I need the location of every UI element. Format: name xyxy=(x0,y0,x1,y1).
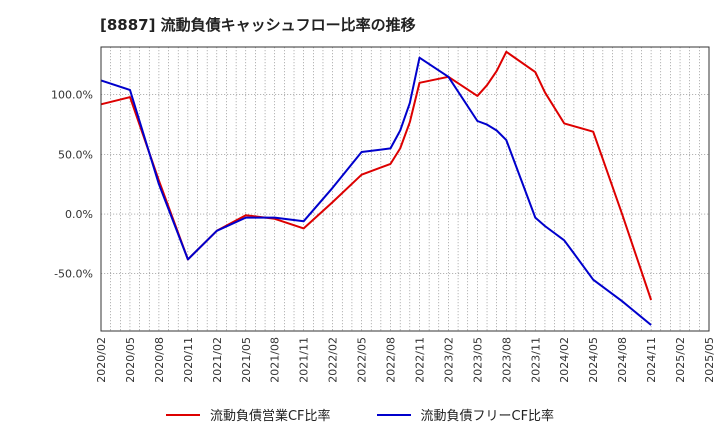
x-tick-label: 2025/05 xyxy=(703,337,716,383)
x-tick-label: 2022/02 xyxy=(327,337,340,383)
x-tick-label: 2020/08 xyxy=(153,337,166,383)
x-tick-label: 2021/08 xyxy=(269,337,282,383)
x-tick-label: 2023/02 xyxy=(442,337,455,383)
y-axis-ticks: -50.0% 0.0% 50.0% 100.0% xyxy=(51,89,93,281)
y-tick-label: 0.0% xyxy=(65,208,93,221)
x-tick-label: 2020/02 xyxy=(95,337,108,383)
x-tick-label: 2022/05 xyxy=(356,337,369,383)
x-tick-label: 2022/08 xyxy=(385,337,398,383)
plot-background xyxy=(101,47,709,331)
x-tick-label: 2021/02 xyxy=(211,337,224,383)
legend-swatch-free-cf xyxy=(376,413,411,416)
x-tick-label: 2022/11 xyxy=(413,337,426,383)
legend-item-operating-cf: 流動負債営業CF比率 xyxy=(165,405,331,424)
x-tick-label: 2023/08 xyxy=(500,337,513,383)
y-tick-label: 100.0% xyxy=(51,89,93,102)
legend-item-free-cf: 流動負債フリーCF比率 xyxy=(376,405,555,424)
chart-area: -50.0%0.0%50.0%100.0% 2020/02 2020/05 2020… xyxy=(51,46,716,383)
legend-label-free-cf: 流動負債フリーCF比率 xyxy=(420,409,555,424)
y-tick-label: 50.0% xyxy=(58,148,93,161)
x-tick-label: 2023/11 xyxy=(529,337,542,383)
legend-swatch-operating-cf xyxy=(165,413,200,416)
legend-label-operating-cf: 流動負債営業CF比率 xyxy=(209,409,331,424)
x-tick-label: 2020/05 xyxy=(124,337,137,383)
plot-frame xyxy=(100,46,710,332)
x-tick-label: 2024/02 xyxy=(558,337,571,383)
x-tick-label: 2024/08 xyxy=(616,337,629,383)
series-line-1 xyxy=(100,56,652,326)
y-tick-label: -50.0% xyxy=(54,268,93,281)
x-tick-label: 2021/05 xyxy=(240,337,253,383)
x-tick-label: 2024/05 xyxy=(587,337,600,383)
chart-title: [8887] 流動負債キャッシュフロー比率の推移 xyxy=(100,16,416,34)
x-tick-label: 2025/02 xyxy=(674,337,687,383)
x-tick-label: 2021/11 xyxy=(298,337,311,383)
legend: 流動負債営業CF比率 流動負債フリーCF比率 xyxy=(0,405,720,424)
x-axis-ticks: 2020/02 2020/05 2020/08 2020/11 2021/02 2021/… xyxy=(95,337,716,383)
series-lines xyxy=(100,50,653,326)
x-tick-label: 2023/05 xyxy=(471,337,484,383)
x-tick-label: 2024/11 xyxy=(645,337,658,383)
x-tick-label: 2020/11 xyxy=(182,337,195,383)
